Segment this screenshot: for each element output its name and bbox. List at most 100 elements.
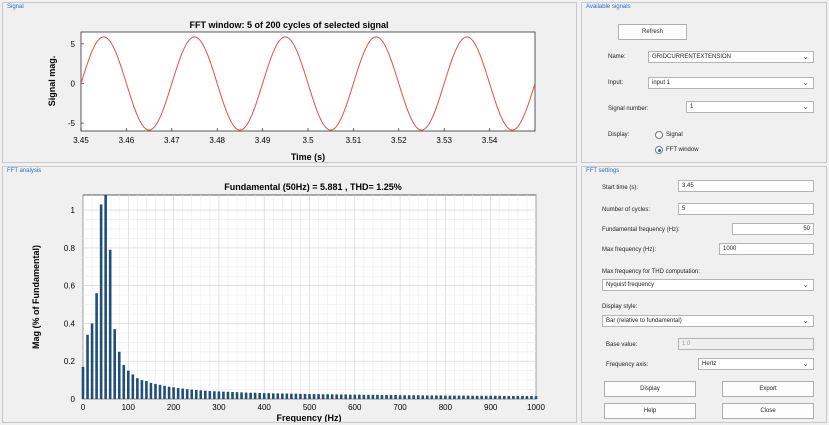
bar [353,394,357,399]
bar [90,323,94,399]
close-button[interactable]: Close [722,403,814,419]
x-tick-label: 3.49 [255,136,271,145]
bar [358,394,361,399]
bar [213,391,216,399]
bar [163,385,166,399]
frequency-axis-dropdown[interactable]: Hertz ⌄ [698,358,814,370]
bar [339,394,343,399]
bar [113,329,117,399]
display-button[interactable]: Display [604,381,696,397]
radio-signal-label: Signal [666,132,683,138]
bar [530,395,533,399]
bar [167,386,171,399]
display-style-dropdown[interactable]: Bar (relative to fundamental) ⌄ [602,315,814,327]
signal-number-value: 1 [690,104,694,110]
chevron-down-icon: ⌄ [802,316,809,326]
bar [158,384,162,399]
x-tick-label: 3.47 [164,136,180,145]
bar [95,293,98,399]
input-dropdown[interactable]: input 1 ⌄ [648,77,814,89]
display-style-label: Display style: [602,304,638,310]
chevron-down-icon: ⌄ [802,52,809,62]
frequency-axis-value: Hertz [702,361,717,367]
signal-number-dropdown[interactable]: 1 ⌄ [686,101,814,113]
radio-fft-window[interactable] [655,146,663,154]
bar [136,378,139,399]
signal-chart-xlabel: Time (s) [291,152,325,162]
max-frequency-value: 1000 [723,246,737,252]
bar [385,395,388,399]
bar [299,393,302,399]
x-tick-label: 600 [348,403,362,412]
base-value-field[interactable]: 1.0 [678,338,814,350]
bar [208,391,212,399]
input-dropdown-value: input 1 [652,80,671,86]
bar [380,395,384,399]
bar [457,395,461,399]
bar [335,394,338,399]
bar [430,395,434,399]
signal-panel-title: Signal [7,4,24,10]
name-dropdown[interactable]: GRIDCURRENTEXTENSION ⌄ [648,51,814,63]
base-value-label: Base value: [606,342,638,348]
bar [475,395,479,399]
chevron-down-icon: ⌄ [802,102,809,112]
start-time-field[interactable]: 3.45 [678,180,814,192]
refresh-button[interactable]: Refresh [618,24,687,40]
max-frequency-field[interactable]: 1000 [719,243,814,255]
bar [484,395,488,399]
x-tick-label: 3.53 [436,136,452,145]
chevron-down-icon: ⌄ [802,78,809,88]
bar [425,395,429,399]
cycles-field[interactable]: 5 [678,203,814,215]
bar [222,391,225,399]
fundamental-frequency-field[interactable]: 50 [732,223,814,235]
bar [226,391,230,399]
fft-chart-xlabel: Frequency (Hz) [276,413,341,422]
y-tick-label: 0 [71,79,76,88]
signal-chart: FFT window: 5 of 200 cycles of selected … [47,20,536,162]
bar [199,390,203,399]
bar [389,395,393,399]
fft-chart-title: Fundamental (50Hz) = 5.881 , THD= 1.25% [224,182,402,192]
thd-frequency-dropdown[interactable]: Nyquist frequency ⌄ [602,279,814,291]
bar [204,390,207,399]
display-label: Display: [608,132,630,138]
bar [344,394,348,399]
help-button[interactable]: Help [604,403,696,419]
y-tick-label: 0.4 [64,319,76,328]
fft-settings-panel: FFT settings Start time (s): 3.45 Number… [581,166,827,423]
bar [194,389,198,399]
bar [394,395,397,399]
bar [145,381,148,399]
bar [407,395,411,399]
max-frequency-label: Max frequency (Hz): [602,247,657,253]
x-tick-label: 3.51 [346,136,362,145]
y-tick-label: 0.8 [64,244,76,253]
thd-frequency-label: Max frequency for THD computation: [602,269,700,275]
name-dropdown-value: GRIDCURRENTEXTENSION [652,54,732,60]
bar [86,334,89,399]
bar [462,395,465,399]
cycles-value: 5 [682,206,686,212]
bar [444,395,447,399]
y-tick-label: 5 [71,40,76,49]
start-time-value: 3.45 [682,183,694,189]
display-style-value: Bar (relative to fundamental) [606,318,682,324]
bar [244,392,248,399]
radio-fft-window-label: FFT window [666,147,699,153]
available-signals-title: Available signals [586,4,631,10]
bar [317,394,320,399]
x-tick-label: 800 [439,403,453,412]
x-tick-label: 400 [258,403,272,412]
radio-signal[interactable] [655,131,663,139]
bar [534,396,538,399]
export-button[interactable]: Export [722,381,814,397]
bar [290,393,293,399]
bar [448,395,452,399]
y-tick-label: 1 [71,206,76,215]
bar [466,395,470,399]
input-label: Input: [608,80,624,86]
bar [294,393,298,399]
bar [240,392,243,399]
